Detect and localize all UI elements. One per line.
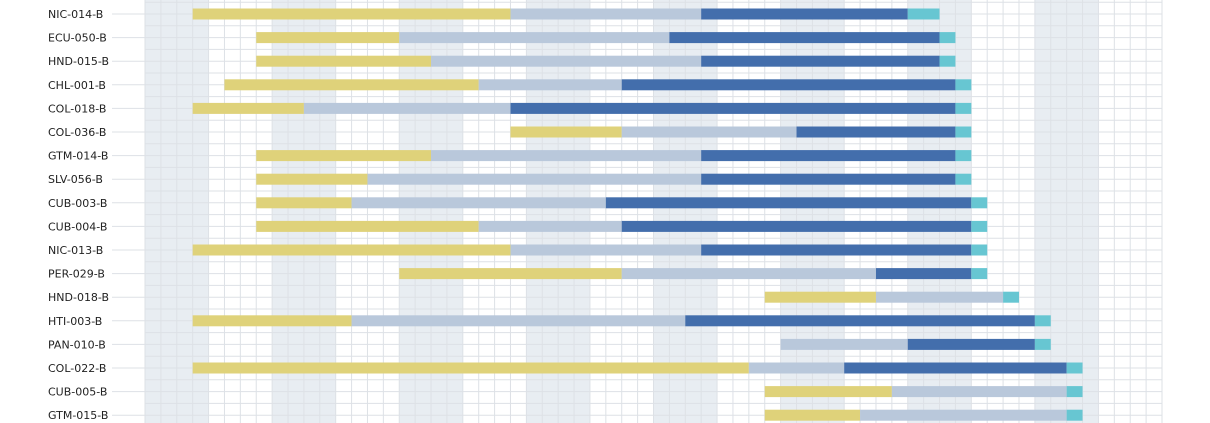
bar-segment-phase-4 [955, 173, 972, 185]
bar-segment-phase-4 [955, 79, 972, 91]
row-label: PER-029-B [48, 268, 105, 281]
bar-segment-phase-1 [192, 102, 304, 114]
bar-segment-phase-4 [971, 268, 988, 280]
bar-segment-phase-1 [192, 244, 511, 256]
row-label: NIC-014-B [48, 8, 103, 21]
bar-segment-phase-4 [1034, 338, 1051, 350]
row-label: COL-036-B [48, 126, 106, 139]
bar-segment-phase-3 [701, 150, 956, 162]
bar-segment-phase-4 [907, 8, 940, 20]
row-label: SLV-056-B [48, 173, 103, 186]
bar-segment-phase-1 [256, 150, 432, 162]
row-label: GTM-015-B [48, 409, 108, 422]
bar-segment-phase-4 [1066, 362, 1083, 374]
bar-segment-phase-1 [399, 268, 622, 280]
bar-segment-phase-4 [955, 150, 972, 162]
bar-segment-phase-2 [399, 32, 670, 44]
bar-segment-phase-2 [621, 268, 876, 280]
row-label: CUB-003-B [48, 197, 107, 210]
bar-segment-phase-1 [256, 55, 432, 67]
bar-segment-phase-1 [764, 386, 892, 398]
bar-segment-phase-2 [367, 173, 702, 185]
bar-segment-phase-3 [875, 268, 972, 280]
row-label: CUB-005-B [48, 386, 107, 399]
bar-segment-phase-4 [939, 32, 956, 44]
bar-segment-phase-4 [1003, 291, 1019, 303]
bar-segment-phase-3 [701, 8, 908, 20]
row-label: HND-018-B [48, 291, 109, 304]
bar-segment-phase-1 [256, 173, 368, 185]
bar-segment-phase-4 [1034, 315, 1051, 327]
bar-segment-phase-3 [685, 315, 1035, 327]
bar-segment-phase-2 [510, 244, 702, 256]
bar-segment-phase-1 [192, 362, 749, 374]
bar-segment-phase-4 [971, 220, 988, 232]
bar-segment-phase-1 [510, 126, 622, 138]
bar-segment-phase-4 [955, 102, 972, 114]
bar-segment-phase-4 [1066, 386, 1083, 398]
row-label: ECU-050-B [48, 32, 107, 45]
bar-segment-phase-3 [621, 220, 972, 232]
bar-segment-phase-3 [510, 102, 956, 114]
row-label: GTM-014-B [48, 150, 108, 163]
bar-segment-phase-2 [351, 315, 686, 327]
bar-segment-phase-4 [955, 126, 972, 138]
row-label: HTI-003-B [48, 315, 102, 328]
bar-segment-phase-1 [764, 291, 876, 303]
bar-segment-phase-2 [351, 197, 606, 209]
bar-segment-phase-3 [701, 244, 972, 256]
bar-segment-phase-4 [939, 55, 956, 67]
bar-segment-phase-2 [431, 150, 702, 162]
bar-segment-phase-1 [192, 8, 511, 20]
bar-segment-phase-3 [701, 55, 940, 67]
row-label: COL-022-B [48, 362, 106, 375]
row-label: PAN-010-B [48, 338, 106, 351]
bar-segment-phase-3 [796, 126, 956, 138]
row-label: CUB-004-B [48, 220, 107, 233]
bar-segment-phase-2 [748, 362, 845, 374]
row-label: COL-018-B [48, 102, 106, 115]
bar-segment-phase-1 [256, 197, 352, 209]
bar-segment-phase-3 [669, 32, 940, 44]
bar-segment-phase-4 [1066, 409, 1083, 421]
row-label: HND-015-B [48, 55, 109, 68]
bar-segment-phase-1 [192, 315, 352, 327]
bar-segment-phase-2 [478, 79, 622, 91]
bar-segment-phase-2 [478, 220, 622, 232]
bar-segment-phase-2 [860, 409, 1067, 421]
bar-segment-phase-2 [780, 338, 908, 350]
bar-segment-phase-2 [510, 8, 702, 20]
bar-segment-phase-3 [907, 338, 1035, 350]
row-label: CHL-001-B [48, 79, 106, 92]
bar-segment-phase-4 [971, 244, 988, 256]
bar-segment-phase-3 [621, 79, 956, 91]
bar-segment-phase-2 [431, 55, 702, 67]
bar-segment-phase-2 [303, 102, 511, 114]
bar-segment-phase-1 [764, 409, 861, 421]
bar-segment-phase-3 [844, 362, 1067, 374]
bar-segment-phase-2 [621, 126, 797, 138]
bar-segment-phase-1 [224, 79, 479, 91]
bar-segment-phase-1 [256, 32, 400, 44]
bar-segment-phase-3 [605, 197, 972, 209]
bar-segment-phase-3 [701, 173, 956, 185]
bar-segment-phase-4 [971, 197, 988, 209]
bar-segment-phase-2 [891, 386, 1067, 398]
row-label: NIC-013-B [48, 244, 103, 257]
bar-segment-phase-2 [875, 291, 1004, 303]
bar-segment-phase-1 [256, 220, 479, 232]
